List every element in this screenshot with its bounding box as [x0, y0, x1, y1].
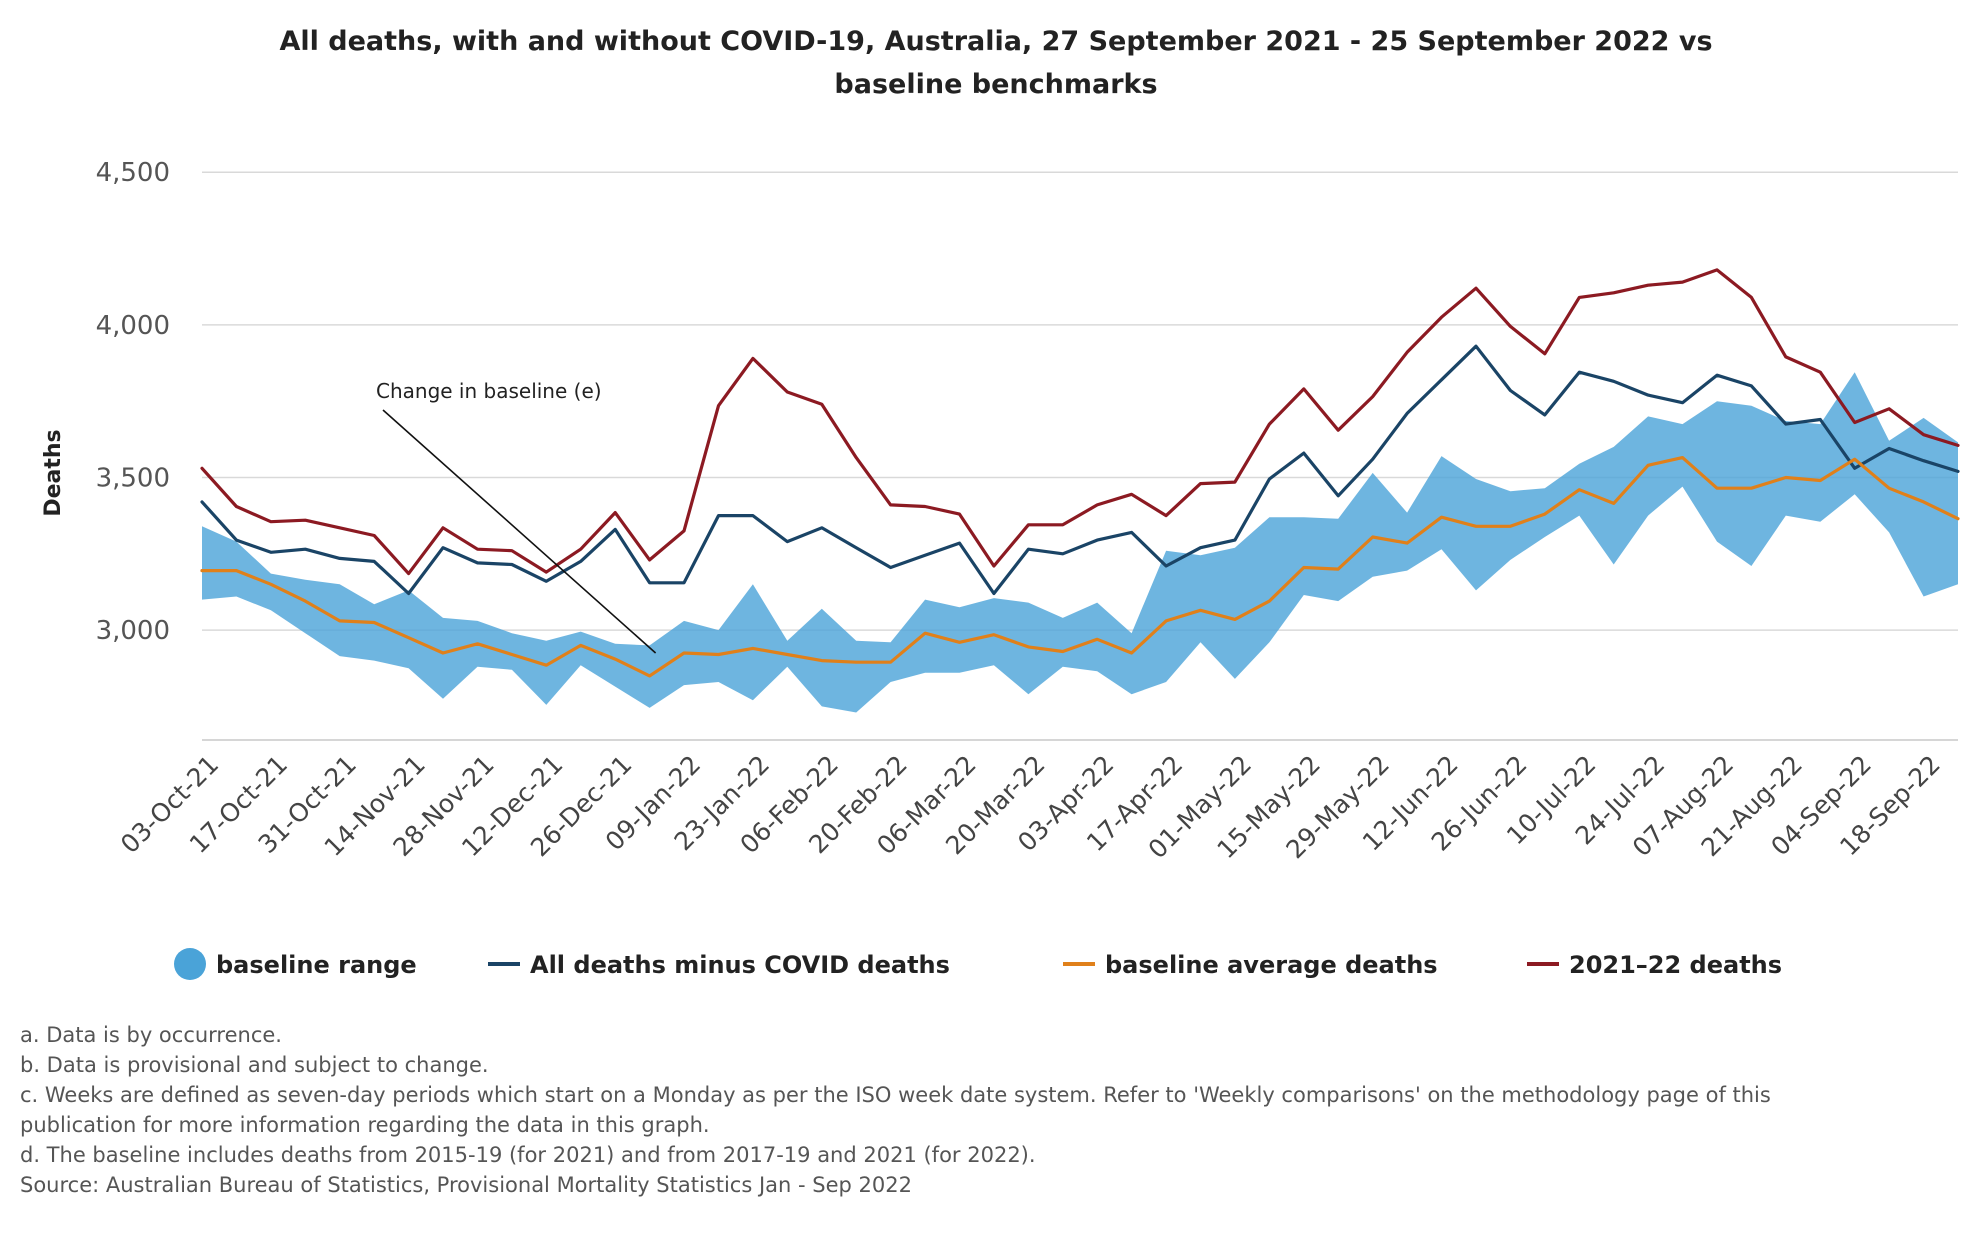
source-note: Source: Australian Bureau of Statistics,…: [20, 1173, 912, 1197]
legend-marker-circle: [174, 948, 206, 980]
legend-label: 2021–22 deaths: [1569, 951, 1782, 979]
y-tick-label: 3,500: [96, 463, 170, 493]
legend: baseline range All deaths minus COVID dea…: [174, 948, 1782, 980]
footnote-c-line-1: c. Weeks are defined as seven-day period…: [20, 1083, 1771, 1107]
legend-label: baseline range: [216, 951, 417, 979]
legend-label: All deaths minus COVID deaths: [530, 951, 950, 979]
legend-item-2: All deaths minus COVID deaths: [488, 951, 950, 979]
legend-item-4: 2021–22 deaths: [1527, 951, 1782, 979]
y-tick-label: 4,500: [96, 158, 170, 188]
chart-title: All deaths, with and without COVID-19, A…: [279, 26, 1712, 100]
y-axis: 3,000 3,500 4,000 4,500: [96, 158, 170, 646]
chart-title-line-1: All deaths, with and without COVID-19, A…: [279, 26, 1712, 57]
annotation-label: Change in baseline (e): [376, 379, 602, 403]
annotation: Change in baseline (e): [376, 379, 657, 654]
legend-label: baseline average deaths: [1105, 951, 1438, 979]
legend-item-1: baseline range: [174, 948, 417, 980]
footnotes: a. Data is by occurrence. b. Data is pro…: [20, 1020, 1960, 1200]
series-line-2: [200, 456, 1960, 678]
y-axis-label: Deaths: [41, 429, 66, 516]
footnote-d: d. The baseline includes deaths from 201…: [20, 1143, 1036, 1167]
series-line-1: [200, 344, 1960, 596]
footnote-a: a. Data is by occurrence.: [20, 1023, 282, 1047]
series-line-3: [200, 268, 1960, 576]
footnote-c-line-2: publication for more information regardi…: [20, 1113, 710, 1137]
y-tick-label: 4,000: [96, 311, 170, 341]
footnote-b: b. Data is provisional and subject to ch…: [20, 1053, 489, 1077]
chart-title-line-2: baseline benchmarks: [834, 69, 1157, 100]
legend-item-3: baseline average deaths: [1063, 951, 1438, 979]
y-tick-label: 3,000: [96, 616, 170, 646]
annotation-pointer: [382, 409, 657, 654]
series-lines: [200, 268, 1960, 678]
x-axis: 03-Oct-2117-Oct-2131-Oct-2114-Nov-2128-N…: [115, 750, 1946, 864]
